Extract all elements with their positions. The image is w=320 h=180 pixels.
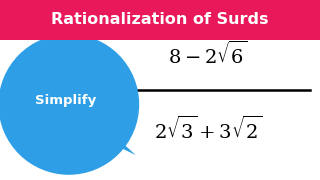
Text: $2\sqrt{3} + 3\sqrt{2}$: $2\sqrt{3} + 3\sqrt{2}$ xyxy=(154,116,262,143)
Text: $8 - 2\sqrt{6}$: $8 - 2\sqrt{6}$ xyxy=(168,40,248,68)
Text: Rationalization of Surds: Rationalization of Surds xyxy=(51,12,269,28)
Text: Simplify: Simplify xyxy=(35,94,96,107)
Ellipse shape xyxy=(0,34,139,175)
Polygon shape xyxy=(108,129,136,155)
FancyBboxPatch shape xyxy=(0,0,320,40)
